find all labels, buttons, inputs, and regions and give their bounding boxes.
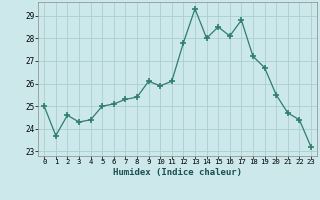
X-axis label: Humidex (Indice chaleur): Humidex (Indice chaleur) [113,168,242,177]
